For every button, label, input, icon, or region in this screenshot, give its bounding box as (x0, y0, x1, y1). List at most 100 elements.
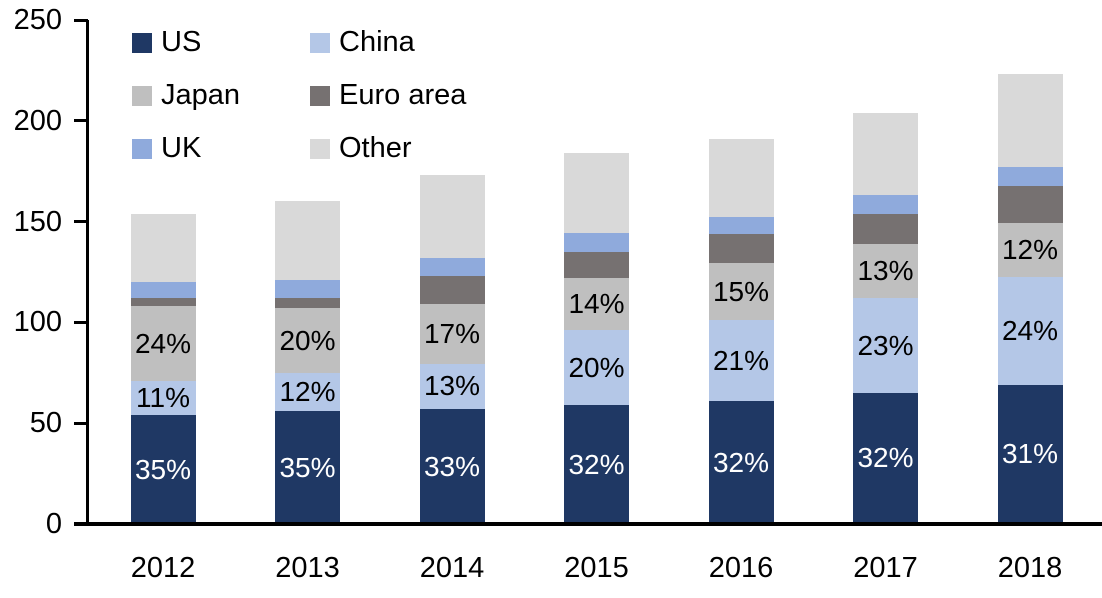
bar-segment-euro-area (564, 251, 629, 279)
bar-segment-uk (564, 232, 629, 252)
y-axis-line (86, 20, 89, 526)
legend-label: US (161, 26, 202, 58)
y-tick-mark (74, 320, 88, 324)
legend-item-china: China (310, 26, 466, 59)
bar-segment-other (130, 213, 196, 283)
legend-swatch-icon (310, 85, 330, 106)
bar-segment-japan: 15% (708, 262, 774, 321)
bar-percent-label: 17% (423, 317, 481, 349)
bar-segment-china: 21% (708, 320, 774, 401)
bar-percent-label: 20% (279, 324, 336, 356)
bar-segment-other (708, 138, 774, 217)
x-tick-label: 2013 (275, 552, 340, 584)
legend-label: Other (339, 132, 412, 164)
y-tick-mark (74, 522, 88, 526)
bar-percent-label: 21% (712, 344, 770, 376)
bar-segment-uk (419, 257, 485, 277)
bar-segment-china: 24% (997, 277, 1063, 385)
legend-swatch-icon (310, 32, 330, 53)
bar-segment-uk (130, 282, 196, 299)
legend-item-other: Other (310, 132, 466, 165)
y-tick-label: 200 (13, 104, 62, 137)
x-tick-label: 2018 (997, 552, 1063, 584)
bar-segment-uk (708, 216, 774, 234)
bar-segment-euro-area (853, 213, 918, 244)
bar-segment-us: 32% (564, 405, 629, 524)
y-tick-label: 150 (13, 205, 62, 238)
bar-percent-label: 24% (1001, 314, 1059, 346)
bar-percent-label: 33% (423, 450, 481, 482)
bar-segment-us: 35% (130, 415, 196, 524)
y-tick-label: 250 (13, 4, 62, 36)
bar-segment-us: 35% (275, 411, 340, 524)
legend-label: China (339, 26, 415, 58)
bar-segment-euro-area (708, 233, 774, 263)
legend-label: Japan (161, 79, 241, 111)
bar-segment-japan: 14% (564, 278, 629, 331)
bar-percent-label: 14% (568, 288, 625, 320)
bar-segment-other (419, 175, 485, 258)
bar-percent-label: 20% (568, 351, 625, 383)
bar-percent-label: 32% (568, 448, 625, 480)
bar-percent-label: 31% (1001, 438, 1059, 470)
y-tick-label: 100 (13, 306, 62, 339)
bar-segment-china: 20% (564, 330, 629, 406)
bar-segment-uk (853, 195, 918, 214)
bar-percent-label: 15% (712, 275, 770, 307)
x-tick-label: 2012 (130, 552, 196, 584)
legend-label: UK (161, 132, 202, 164)
bar-segment-china: 11% (130, 380, 196, 416)
x-tick-label: 2017 (853, 552, 918, 584)
legend-item-uk: UK (132, 132, 310, 165)
bar-segment-us: 32% (708, 401, 774, 524)
x-tick-label: 2016 (708, 552, 774, 584)
legend-swatch-icon (132, 138, 152, 159)
x-tick-label: 2015 (564, 552, 629, 584)
legend-swatch-icon (132, 85, 152, 106)
bar-segment-japan: 13% (853, 243, 918, 299)
bar-segment-other (853, 112, 918, 196)
y-tick-mark (74, 220, 88, 224)
y-tick-mark (74, 18, 88, 22)
bar-segment-euro-area (130, 298, 196, 307)
bar-segment-japan: 17% (419, 304, 485, 364)
x-tick-label: 2014 (419, 552, 485, 584)
y-tick-mark (74, 421, 88, 425)
bar-segment-euro-area (419, 276, 485, 305)
legend: US China Japan Euro area UK Other (132, 26, 466, 165)
bar-percent-label: 13% (857, 254, 914, 286)
bar-segment-china: 23% (853, 298, 918, 393)
bar-percent-label: 35% (279, 451, 336, 483)
bar-segment-other (275, 201, 340, 281)
bar-segment-china: 12% (275, 372, 340, 412)
bar-segment-us: 33% (419, 409, 485, 524)
legend-item-japan: Japan (132, 79, 310, 112)
bar-segment-us: 31% (997, 384, 1063, 524)
legend-swatch-icon (132, 32, 152, 53)
bar-percent-label: 35% (134, 453, 192, 485)
bar-segment-euro-area (275, 298, 340, 309)
legend-item-us: US (132, 26, 310, 59)
bar-percent-label: 32% (712, 446, 770, 478)
bar-segment-euro-area (997, 186, 1063, 223)
bar-segment-uk (997, 167, 1063, 187)
bar-percent-label: 12% (279, 375, 336, 407)
legend-label: Euro area (339, 79, 467, 111)
bar-percent-label: 11% (136, 381, 190, 413)
bar-segment-other (997, 74, 1063, 168)
bar-segment-japan: 20% (275, 308, 340, 373)
x-axis-line (74, 522, 1102, 526)
bar-segment-us: 32% (853, 392, 918, 524)
y-tick-label: 50 (29, 407, 62, 440)
y-tick-label: 0 (45, 508, 62, 540)
bar-percent-label: 13% (423, 370, 481, 402)
y-tick-mark (74, 119, 88, 123)
legend-swatch-icon (310, 138, 330, 159)
bar-percent-label: 24% (134, 327, 192, 359)
bar-segment-japan: 12% (997, 222, 1063, 278)
bar-segment-china: 13% (419, 363, 485, 410)
bar-segment-other (564, 153, 629, 233)
bar-percent-label: 12% (1001, 233, 1059, 265)
bar-percent-label: 23% (857, 329, 914, 361)
